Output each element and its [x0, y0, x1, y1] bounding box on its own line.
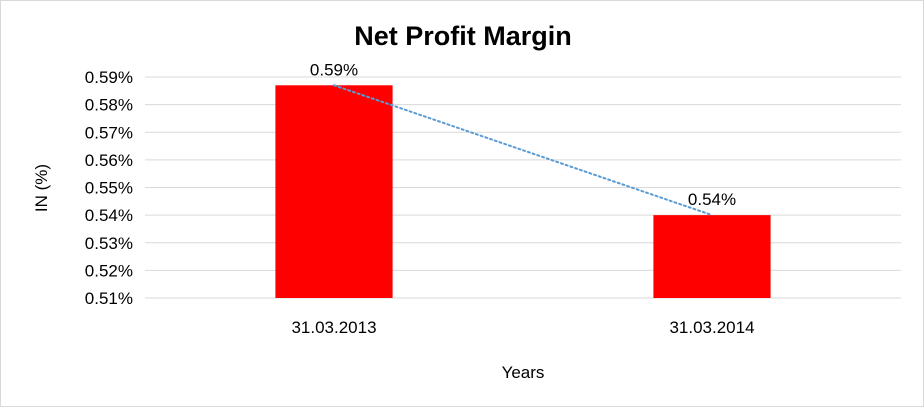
- x-axis-categories: 31.03.2013 31.03.2014: [291, 318, 754, 337]
- y-tick-label: 0.51%: [85, 289, 133, 308]
- y-tick-label: 0.54%: [85, 206, 133, 225]
- trendline: [333, 84, 713, 217]
- y-axis-title: IN (%): [32, 164, 51, 212]
- bars: [275, 85, 771, 298]
- data-labels: 0.59% 0.54%: [310, 60, 736, 209]
- y-axis-ticks: 0.51% 0.52% 0.53% 0.54% 0.55% 0.56% 0.57% 0.58%…: [85, 68, 133, 308]
- trendline-segment: [333, 84, 713, 217]
- bar: [653, 215, 771, 298]
- x-tick-label: 31.03.2014: [669, 318, 754, 337]
- y-tick-label: 0.53%: [85, 234, 133, 253]
- y-tick-label: 0.56%: [85, 151, 133, 170]
- y-tick-label: 0.57%: [85, 123, 133, 142]
- y-tick-label: 0.59%: [85, 68, 133, 87]
- data-label: 0.54%: [688, 190, 736, 209]
- y-tick-label: 0.58%: [85, 96, 133, 115]
- y-tick-label: 0.55%: [85, 179, 133, 198]
- chart-title: Net Profit Margin: [354, 21, 572, 51]
- bar: [275, 85, 393, 298]
- y-tick-label: 0.52%: [85, 261, 133, 280]
- data-label: 0.59%: [310, 60, 358, 79]
- x-axis-title: Years: [502, 363, 545, 382]
- gridlines: [145, 76, 901, 299]
- x-tick-label: 31.03.2013: [291, 318, 376, 337]
